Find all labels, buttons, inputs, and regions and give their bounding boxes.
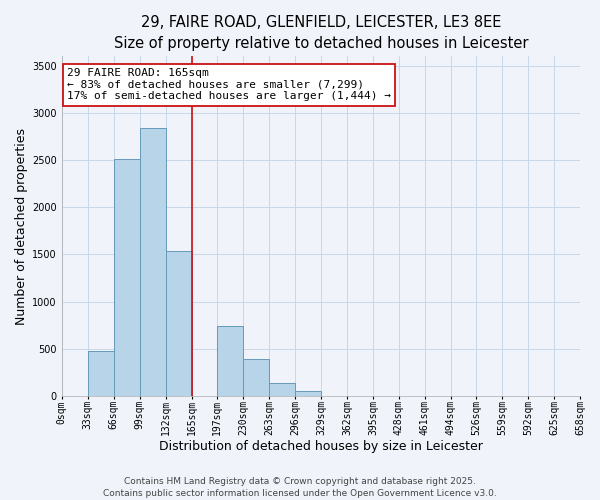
Text: Contains HM Land Registry data © Crown copyright and database right 2025.
Contai: Contains HM Land Registry data © Crown c… bbox=[103, 476, 497, 498]
Bar bbox=[166, 250, 192, 396]
Bar bbox=[269, 382, 295, 396]
Bar bbox=[114, 159, 140, 396]
Bar bbox=[295, 390, 321, 396]
Bar bbox=[243, 359, 269, 396]
Bar bbox=[217, 326, 243, 396]
Y-axis label: Number of detached properties: Number of detached properties bbox=[15, 128, 28, 324]
Bar bbox=[140, 128, 166, 396]
Bar bbox=[88, 350, 114, 396]
Title: 29, FAIRE ROAD, GLENFIELD, LEICESTER, LE3 8EE
Size of property relative to detac: 29, FAIRE ROAD, GLENFIELD, LEICESTER, LE… bbox=[113, 15, 528, 51]
Text: 29 FAIRE ROAD: 165sqm
← 83% of detached houses are smaller (7,299)
17% of semi-d: 29 FAIRE ROAD: 165sqm ← 83% of detached … bbox=[67, 68, 391, 102]
X-axis label: Distribution of detached houses by size in Leicester: Distribution of detached houses by size … bbox=[159, 440, 483, 452]
